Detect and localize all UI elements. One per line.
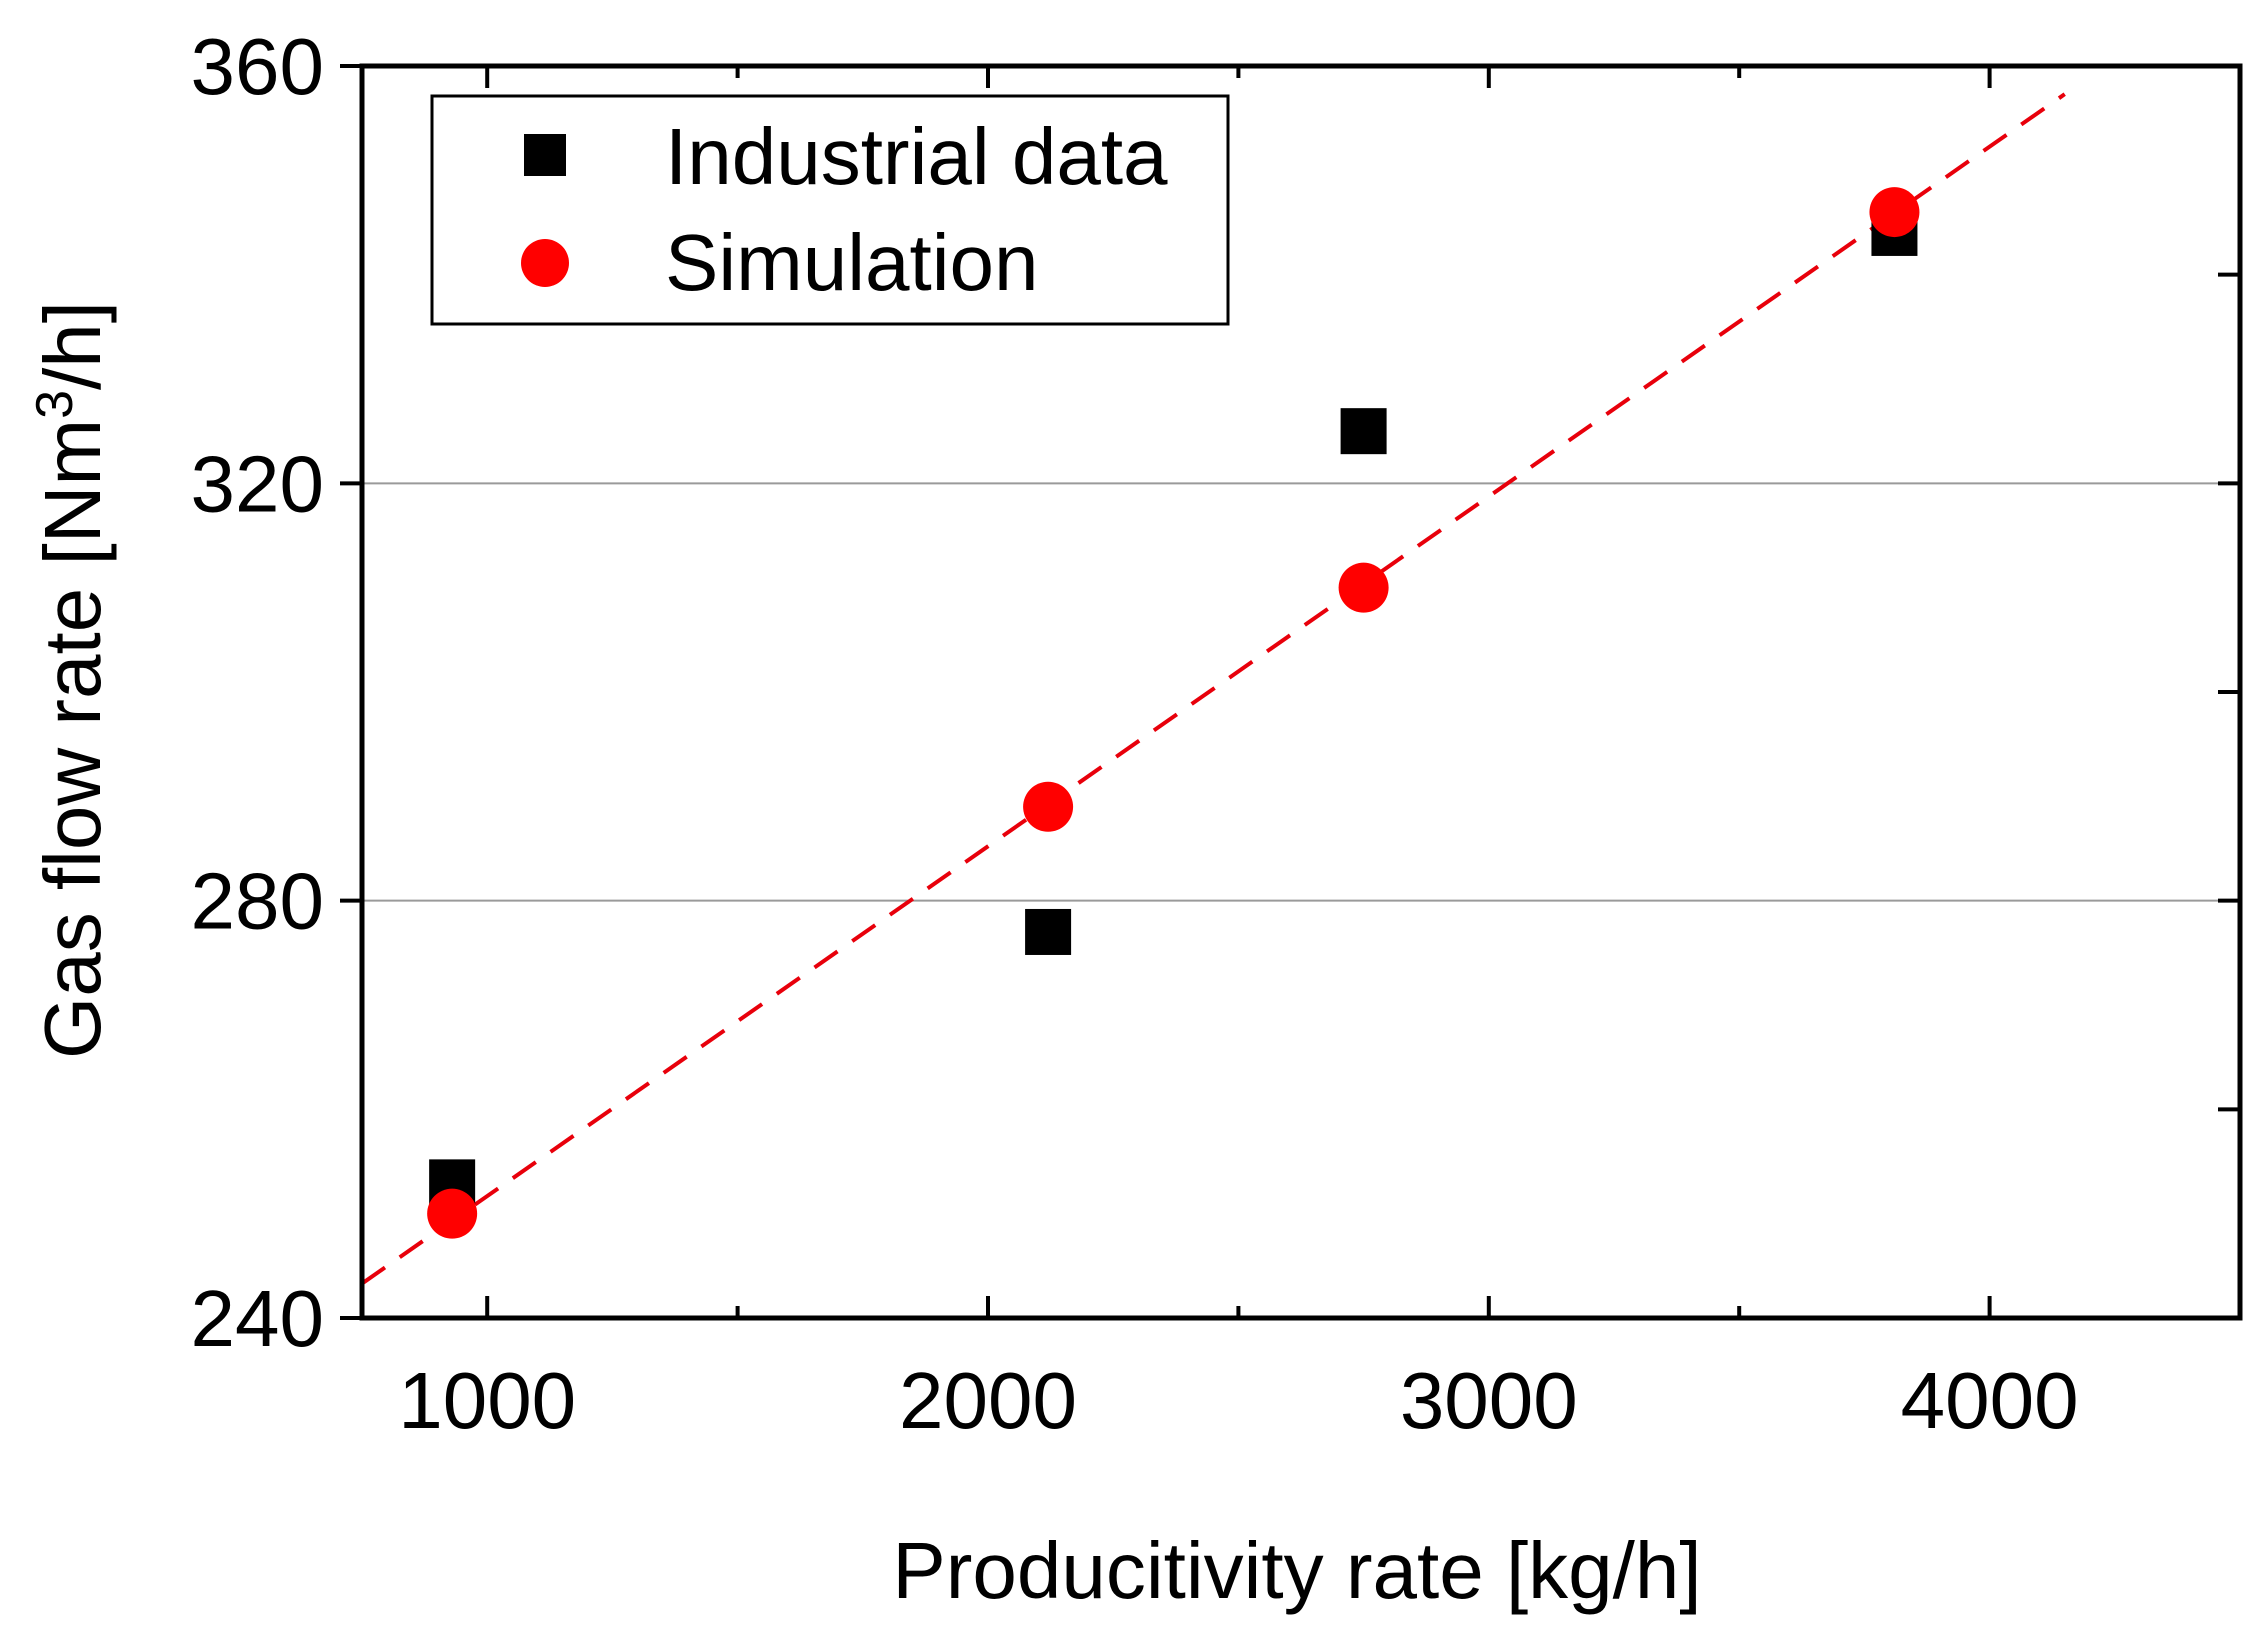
- legend-label-simulation: Simulation: [665, 218, 1039, 307]
- simulation-data-point: [1869, 187, 1920, 238]
- data-markers: [427, 187, 1920, 1239]
- industrial-data-point: [1025, 908, 1072, 955]
- x-tick-label: 2000: [899, 1356, 1077, 1445]
- legend: Industrial data Simulation: [430, 94, 1230, 326]
- legend-circle-marker: [521, 239, 569, 287]
- x-tick-labels: 1000 2000 3000 4000: [398, 1356, 2078, 1445]
- industrial-data-point: [1340, 408, 1387, 455]
- legend-label-industrial-data: Industrial data: [665, 112, 1168, 201]
- y-tick-label: 280: [191, 857, 324, 946]
- simulation-data-point: [1023, 781, 1074, 832]
- legend-square-marker: [524, 134, 566, 176]
- y-tick-label: 320: [191, 439, 324, 528]
- x-tick-label: 4000: [1901, 1356, 2079, 1445]
- y-axis-title-main: Gas flow rate [Nm: [28, 419, 117, 1059]
- y-tick-labels: 240 280 320 360: [191, 22, 324, 1363]
- y-tick-label: 240: [191, 1274, 324, 1363]
- y-tick-label: 360: [191, 22, 324, 111]
- fit-line: [360, 92, 2066, 1286]
- axis-ticks: [340, 64, 2240, 1320]
- simulation-data-point: [427, 1188, 478, 1239]
- x-tick-label: 1000: [398, 1356, 576, 1445]
- x-axis-title: Producitivity rate [kg/h]: [892, 1526, 1701, 1615]
- simulation-data-point: [1338, 562, 1389, 613]
- y-axis-title-suffix: /h]: [28, 301, 117, 390]
- y-axis-title-superscript: 3: [26, 390, 84, 419]
- grid-lines: [362, 482, 2240, 902]
- y-axis-title: Gas flow rate [Nm3/h]: [26, 301, 117, 1059]
- x-tick-label: 3000: [1400, 1356, 1578, 1445]
